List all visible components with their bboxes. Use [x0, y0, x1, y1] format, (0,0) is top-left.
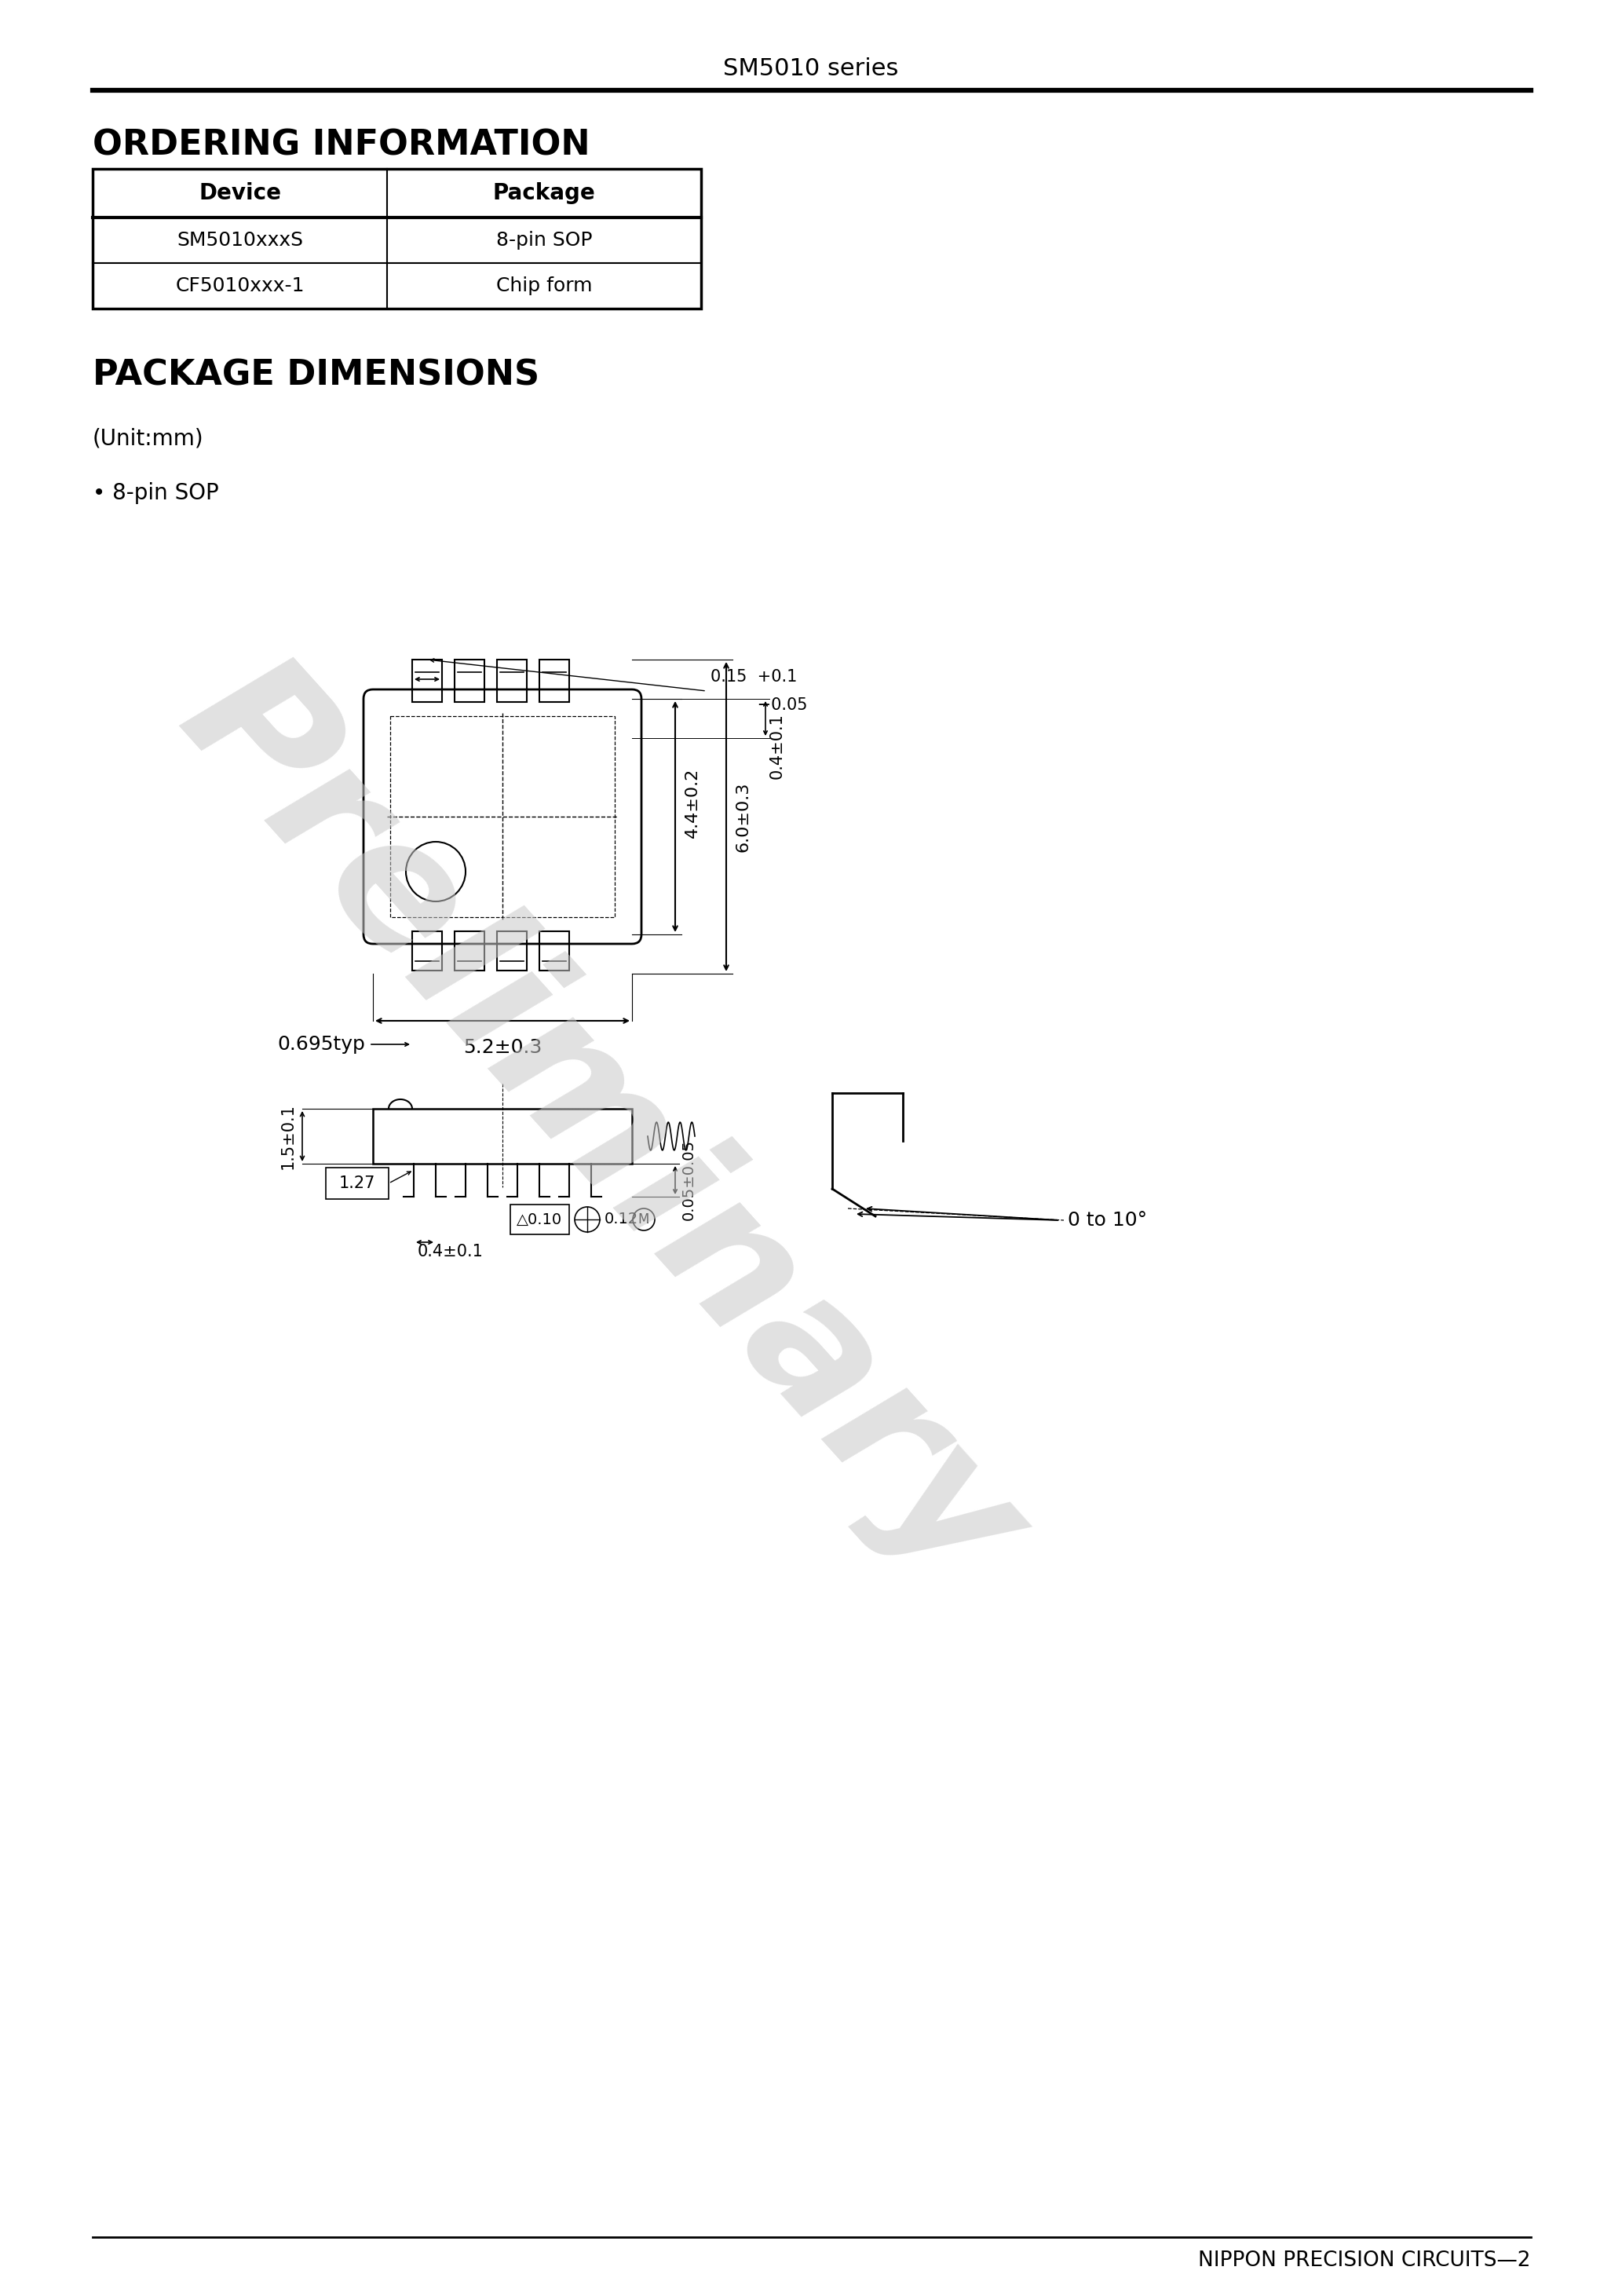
Text: (Unit:mm): (Unit:mm) [92, 427, 204, 450]
Text: −0.05: −0.05 [710, 698, 808, 714]
Text: 4.4±0.2: 4.4±0.2 [684, 767, 701, 838]
Bar [540, 932, 569, 971]
Bar [326, 1169, 389, 1199]
Text: ORDERING INFORMATION: ORDERING INFORMATION [92, 129, 590, 163]
Text: 0.12: 0.12 [605, 1212, 639, 1226]
Bar [373, 1109, 633, 1164]
Bar [412, 659, 443, 703]
Text: 1.27: 1.27 [339, 1176, 375, 1192]
Bar [412, 932, 443, 971]
Text: M: M [637, 1212, 649, 1226]
Text: 8-pin SOP: 8-pin SOP [496, 232, 592, 250]
Text: CF5010xxx-1: CF5010xxx-1 [175, 276, 305, 296]
Text: Preliminary: Preliminary [146, 634, 1054, 1616]
Text: PACKAGE DIMENSIONS: PACKAGE DIMENSIONS [92, 358, 540, 393]
Text: 0.695typ: 0.695typ [277, 1035, 365, 1054]
Text: 6.0±0.3: 6.0±0.3 [736, 781, 751, 852]
Bar [454, 659, 485, 703]
Bar [496, 659, 527, 703]
Bar [511, 1205, 569, 1235]
Text: 0.4±0.1: 0.4±0.1 [769, 714, 785, 778]
Text: Device: Device [198, 181, 281, 204]
Bar [496, 932, 527, 971]
Bar [92, 170, 701, 308]
Text: 0.4±0.1: 0.4±0.1 [418, 1244, 483, 1261]
Text: 5.2±0.3: 5.2±0.3 [462, 1038, 542, 1056]
Text: △0.10: △0.10 [516, 1212, 563, 1226]
Text: 0 to 10°: 0 to 10° [1067, 1210, 1147, 1231]
Text: NIPPON PRECISION CIRCUITS—2: NIPPON PRECISION CIRCUITS—2 [1199, 2250, 1531, 2271]
Text: 0.05±0.05: 0.05±0.05 [681, 1139, 696, 1221]
Bar [540, 659, 569, 703]
Text: SM5010xxxS: SM5010xxxS [177, 232, 303, 250]
Text: • 8-pin SOP: • 8-pin SOP [92, 482, 219, 505]
Bar [454, 932, 485, 971]
Text: 0.15  +0.1: 0.15 +0.1 [710, 668, 796, 684]
Text: Package: Package [493, 181, 595, 204]
Text: 1.5±0.1: 1.5±0.1 [281, 1104, 295, 1169]
Text: SM5010 series: SM5010 series [723, 57, 899, 80]
Text: Chip form: Chip form [496, 276, 592, 296]
Bar [391, 716, 615, 916]
